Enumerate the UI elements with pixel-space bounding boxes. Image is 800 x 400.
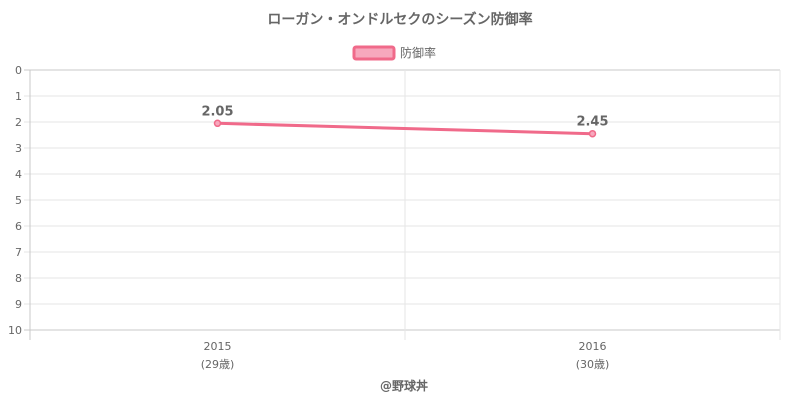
x-axis: 2015 (29歳) 2016 (30歳) — [201, 340, 610, 371]
series-line-group: 2.05 2.45 — [201, 104, 609, 138]
legend[interactable]: 防御率 — [352, 45, 436, 61]
x-tick-label: 2016 — [579, 340, 607, 353]
x-tick-label: 2015 — [204, 340, 232, 353]
x-tick-sublabel: (29歳) — [201, 358, 235, 371]
y-tick-label: 2 — [15, 116, 22, 129]
data-point — [213, 119, 222, 128]
y-tick-label: 6 — [15, 220, 22, 233]
x-tick-sublabel: (30歳) — [576, 358, 610, 371]
data-label: 2.05 — [201, 104, 233, 119]
y-axis: 0 1 2 3 4 5 6 7 8 9 10 — [8, 64, 22, 337]
legend-label: 防御率 — [400, 45, 436, 60]
y-tick-label: 4 — [15, 168, 22, 181]
y-tick-label: 7 — [15, 246, 22, 259]
y-tick-label: 5 — [15, 194, 22, 207]
chart-title: ローガン・オンドルセクのシーズン防御率 — [267, 11, 532, 28]
y-tick-label: 0 — [15, 64, 22, 77]
data-point — [588, 129, 597, 138]
series-line — [217, 121, 593, 136]
y-tick-label: 8 — [15, 272, 22, 285]
legend-swatch — [352, 45, 396, 61]
y-tick-label: 1 — [15, 90, 22, 103]
grid — [24, 69, 781, 340]
credit-label: @野球丼 — [380, 378, 428, 393]
y-tick-label: 9 — [15, 298, 22, 311]
y-tick-label: 10 — [8, 324, 22, 337]
y-tick-label: 3 — [15, 142, 22, 155]
data-label: 2.45 — [576, 115, 608, 130]
